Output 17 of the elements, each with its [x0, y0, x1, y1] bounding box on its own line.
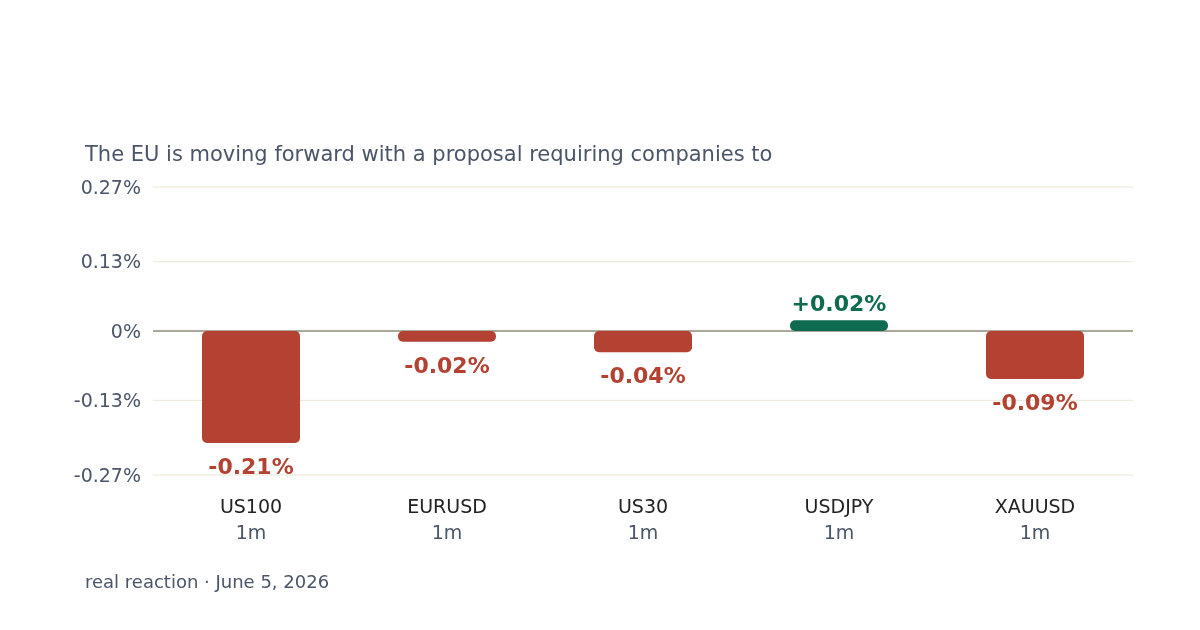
x-tick-label: US100 1m — [219, 495, 283, 543]
data-label: +0.02% — [791, 291, 887, 317]
text: real reaction · June 5, 2026 — [85, 571, 330, 592]
x-tick-label: USDJPY 1m — [804, 495, 874, 543]
x-tick-label: US30 1m — [617, 495, 669, 543]
x-tick-label: EURUSD 1m — [407, 495, 487, 543]
y-tick-label: 0% — [110, 319, 141, 342]
data-label: -0.02% — [404, 352, 490, 378]
data-label: -0.04% — [600, 363, 686, 389]
y-tick-label: -0.27% — [73, 463, 141, 486]
y-tick-label: 0.13% — [80, 250, 141, 273]
chart-subtitle: The EU is moving forward with a proposal requiring companies to — [84, 142, 773, 166]
y-tick-label: -0.13% — [73, 388, 141, 411]
x-tick-label: XAUUSD 1m — [994, 495, 1076, 543]
data-label: -0.21% — [208, 454, 294, 479]
y-tick-label: 0.27% — [80, 175, 141, 198]
data-label: -0.09% — [992, 390, 1078, 415]
